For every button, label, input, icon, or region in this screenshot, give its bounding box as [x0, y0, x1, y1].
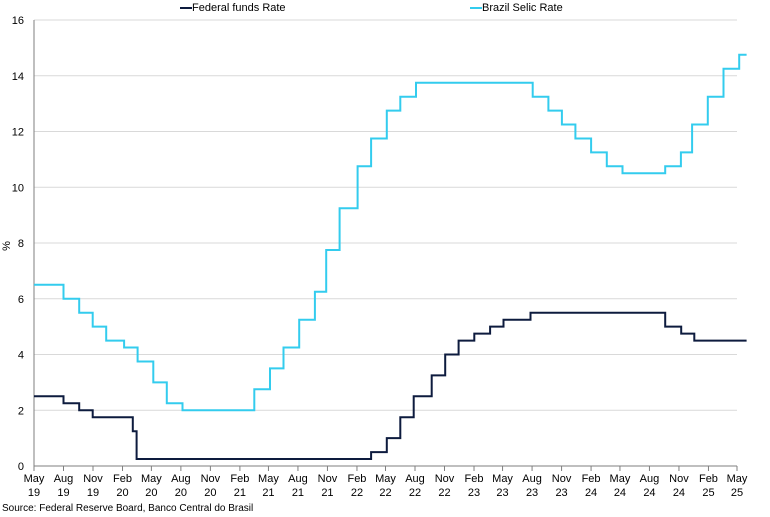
x-tick-label-month: Nov — [83, 473, 103, 485]
x-tick-label-year: 23 — [496, 487, 508, 499]
x-tick-label-month: May — [24, 473, 45, 485]
x-tick-label-month: Nov — [318, 473, 338, 485]
x-tick-label-year: 23 — [468, 487, 480, 499]
x-tick-label-year: 23 — [555, 487, 567, 499]
x-tick-label-year: 21 — [292, 487, 304, 499]
x-tick-label-month: Feb — [230, 473, 249, 485]
legend-swatch-federal-funds — [180, 7, 192, 10]
x-tick-label-year: 20 — [204, 487, 216, 499]
legend-item-brazil-selic: Brazil Selic Rate — [470, 0, 563, 16]
x-tick-label-year: 25 — [702, 487, 714, 499]
x-tick-label-year: 19 — [87, 487, 99, 499]
x-tick-label-month: Nov — [201, 473, 221, 485]
legend-swatch-brazil-selic — [470, 7, 482, 10]
x-tick-label-month: Feb — [347, 473, 366, 485]
series-line-federal-funds — [34, 311, 747, 460]
series-line-brazil-selic — [34, 53, 747, 412]
y-axis-label: % — [1, 241, 13, 251]
legend-label-brazil-selic: Brazil Selic Rate — [482, 2, 563, 15]
x-tick-label-year: 22 — [379, 487, 391, 499]
y-tick-label: 10 — [12, 182, 24, 194]
x-tick-label-month: Aug — [54, 473, 74, 485]
y-tick-labels: 0 2 4 6 8 10 12 14 16 — [12, 15, 24, 473]
y-tick-label: 14 — [12, 71, 24, 83]
x-tick-label-year: 24 — [643, 487, 655, 499]
x-tick-label-month: Aug — [405, 473, 425, 485]
x-tick-label-month: May — [727, 473, 748, 485]
x-tick-label-year: 19 — [57, 487, 69, 499]
x-tick-label-year: 22 — [438, 487, 450, 499]
x-tick-label-month: May — [141, 473, 162, 485]
x-tick-label-year: 23 — [526, 487, 538, 499]
x-tick-label-year: 24 — [585, 487, 597, 499]
x-tick-label-year: 20 — [145, 487, 157, 499]
x-tick-label-year: 24 — [614, 487, 626, 499]
source-note: Source: Federal Reserve Board, Banco Cen… — [2, 503, 254, 514]
x-tick-label-year: 21 — [234, 487, 246, 499]
y-tick-label: 2 — [18, 405, 24, 417]
x-tick-label-year: 22 — [351, 487, 363, 499]
x-tick-label-year: 20 — [116, 487, 128, 499]
y-tick-label: 6 — [18, 294, 24, 306]
x-tick-label-month: Nov — [435, 473, 455, 485]
x-tick-label-year: 21 — [321, 487, 333, 499]
x-tick-label-month: Aug — [288, 473, 308, 485]
x-tick-label-year: 22 — [409, 487, 421, 499]
y-tick-label: 12 — [12, 127, 24, 139]
x-tick-label-month: Aug — [522, 473, 542, 485]
x-tick-label-month: Nov — [669, 473, 689, 485]
x-tick-label-month: May — [492, 473, 513, 485]
x-tick-label-year: 24 — [673, 487, 685, 499]
y-tick-label: 8 — [18, 238, 24, 250]
x-tick-label-year: 21 — [262, 487, 274, 499]
gridlines — [34, 19, 737, 411]
y-tick-label: 4 — [18, 350, 24, 362]
series-lines — [34, 53, 747, 460]
x-tick-label-month: Feb — [465, 473, 484, 485]
legend-item-federal-funds: Federal funds Rate — [180, 0, 286, 16]
y-tick-label: 0 — [18, 461, 24, 473]
y-tick-label: 16 — [12, 15, 24, 27]
x-tick-labels: May 19 Aug 19 Nov 19 Feb 20 May 20 Aug 20 Nov 20 Feb 21… — [24, 473, 748, 499]
x-tick-label-month: May — [610, 473, 631, 485]
x-tick-label-month: Aug — [640, 473, 660, 485]
axes — [33, 20, 738, 471]
x-tick-label-month: Nov — [552, 473, 572, 485]
x-tick-label-month: Feb — [699, 473, 718, 485]
x-tick-label-month: May — [258, 473, 279, 485]
x-tick-label-month: May — [375, 473, 396, 485]
x-tick-label-year: 25 — [731, 487, 743, 499]
x-tick-label-month: Aug — [171, 473, 191, 485]
legend-label-federal-funds: Federal funds Rate — [192, 2, 286, 15]
x-tick-label-month: Feb — [582, 473, 601, 485]
x-tick-label-year: 19 — [28, 487, 40, 499]
x-tick-label-month: Feb — [113, 473, 132, 485]
x-tick-label-year: 20 — [175, 487, 187, 499]
